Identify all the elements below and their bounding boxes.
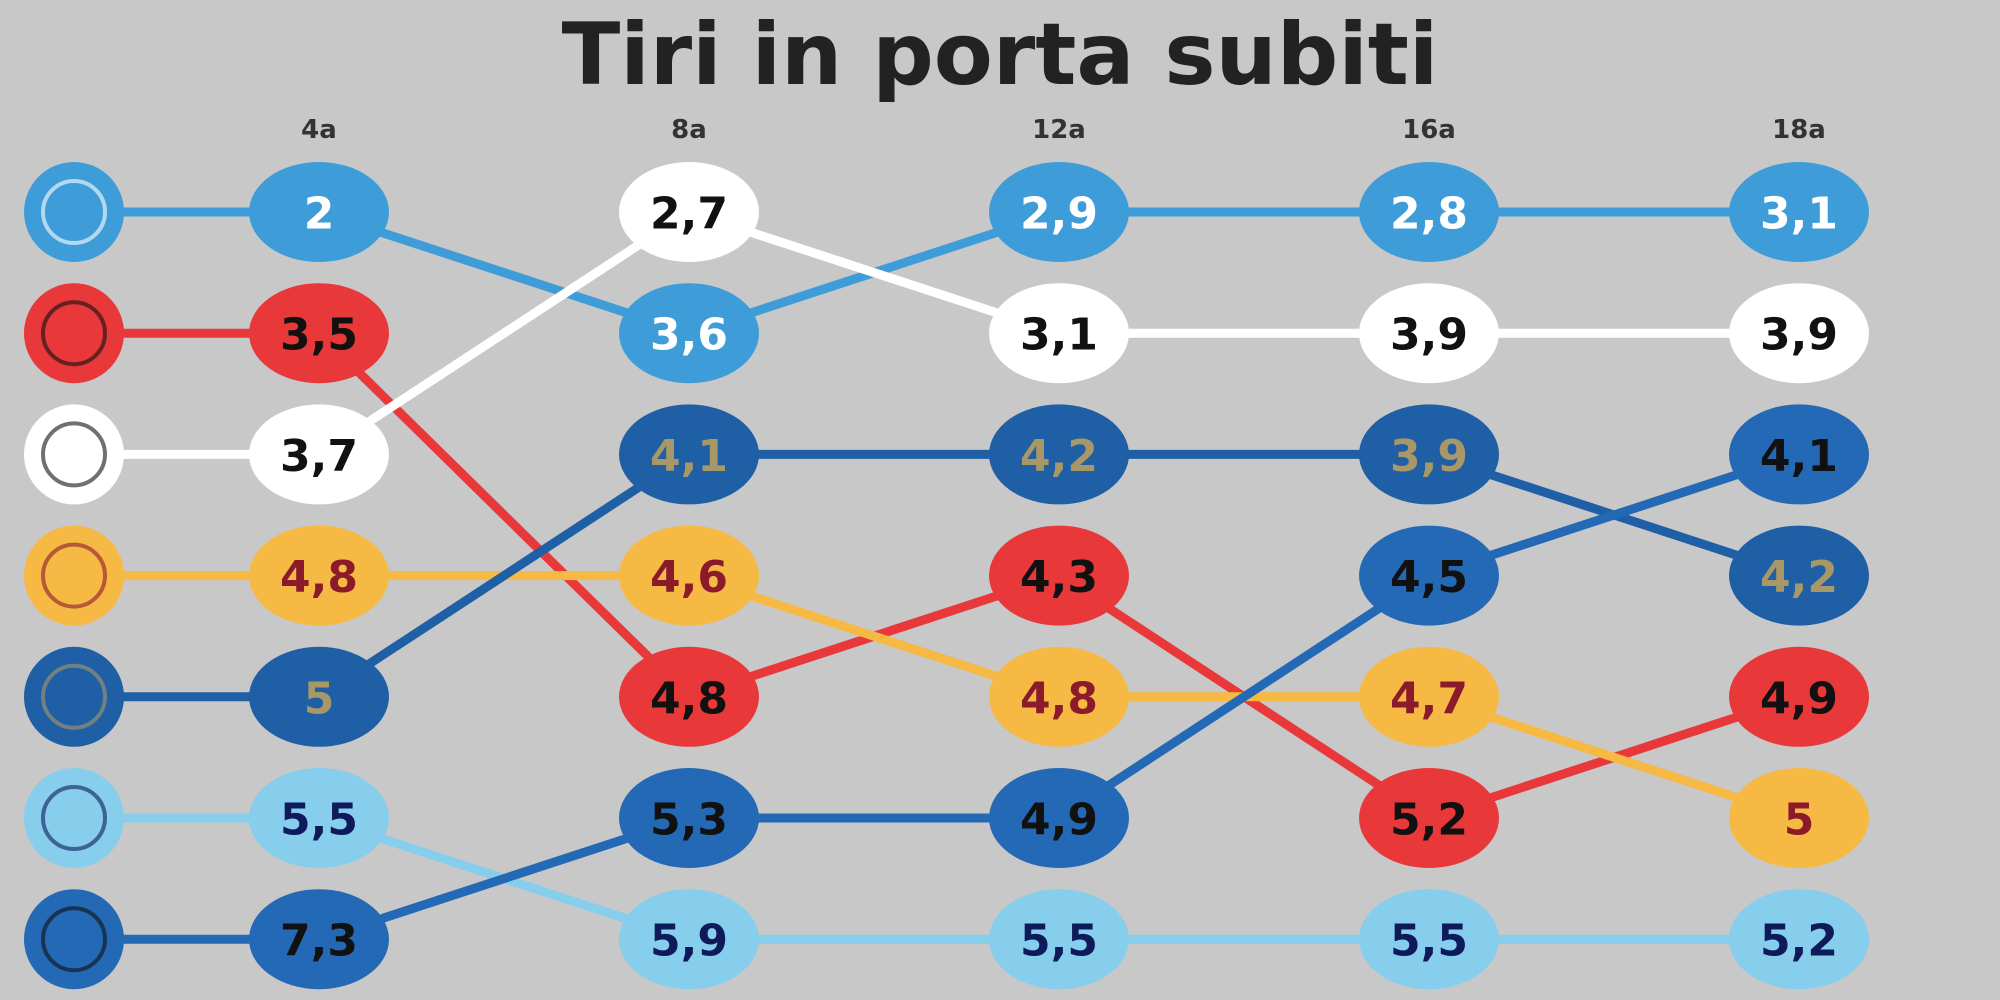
- team-logo-inner: [41, 300, 107, 367]
- value-bubble: [619, 162, 759, 262]
- value-label: 4,6: [650, 552, 728, 603]
- value-label: 5,2: [1390, 795, 1468, 846]
- team-logo-inner: [41, 542, 107, 609]
- team-logo: [24, 162, 124, 262]
- value-bubble: [619, 525, 759, 626]
- value-bubble: [249, 525, 389, 626]
- value-label: 5,3: [650, 795, 728, 846]
- value-bubble: [249, 162, 389, 262]
- value-bubble: [249, 404, 389, 505]
- value-label: 2: [304, 189, 335, 240]
- value-label: 3,5: [280, 310, 358, 361]
- value-label: 3,6: [650, 310, 728, 361]
- value-label: 5,2: [1760, 916, 1838, 967]
- team-logo: [24, 889, 124, 990]
- team-logo: [24, 525, 124, 626]
- value-label: 7,3: [280, 916, 358, 967]
- chart-title: Tiri in porta subiti: [562, 5, 1439, 105]
- value-bubble: [249, 889, 389, 990]
- team-logo: [24, 768, 124, 868]
- value-label: 4,1: [650, 431, 728, 482]
- value-bubble: [989, 889, 1129, 990]
- value-bubble: [1729, 525, 1869, 626]
- value-label: 4,8: [650, 673, 728, 724]
- value-label: 5: [304, 673, 335, 724]
- value-bubble: [249, 768, 389, 868]
- value-label: 5,5: [1020, 916, 1098, 967]
- value-bubble: [1359, 283, 1499, 384]
- value-bubble: [989, 646, 1129, 747]
- value-label: 4,2: [1760, 552, 1838, 603]
- value-label: 3,1: [1760, 189, 1838, 240]
- value-label: 5,5: [280, 795, 358, 846]
- team-logo-inner: [41, 179, 107, 245]
- value-bubble: [619, 646, 759, 747]
- value-bubble: [1359, 889, 1499, 990]
- value-label: 3,1: [1020, 310, 1098, 361]
- value-bubble: [619, 404, 759, 505]
- value-label: 4,9: [1020, 795, 1098, 846]
- value-label: 3,9: [1760, 310, 1838, 361]
- value-label: 5: [1784, 795, 1815, 846]
- value-bubble: [989, 283, 1129, 384]
- value-bubble: [1359, 768, 1499, 868]
- value-label: 5,5: [1390, 916, 1468, 967]
- value-label: 4,3: [1020, 552, 1098, 603]
- value-bubble: [1729, 404, 1869, 505]
- value-label: 2,8: [1390, 189, 1468, 240]
- value-bubble: [1359, 162, 1499, 262]
- value-bubble: [1729, 889, 1869, 990]
- column-header: 12a: [1032, 115, 1086, 145]
- team-logo-inner: [41, 663, 107, 730]
- value-bubble: [1729, 162, 1869, 262]
- value-label: 4,9: [1760, 673, 1838, 724]
- value-bubble: [989, 768, 1129, 868]
- value-bubble: [989, 162, 1129, 262]
- value-bubble: [1729, 646, 1869, 747]
- value-bubble: [989, 404, 1129, 505]
- value-label: 4,8: [280, 552, 358, 603]
- value-label: 4,2: [1020, 431, 1098, 482]
- team-logo-inner: [41, 906, 107, 973]
- value-bubble: [619, 283, 759, 384]
- team-logo-inner: [41, 785, 107, 851]
- value-label: 4,8: [1020, 673, 1098, 724]
- value-label: 4,1: [1760, 431, 1838, 482]
- value-bubble: [619, 768, 759, 868]
- column-header: 8a: [671, 115, 707, 145]
- value-bubble: [1359, 525, 1499, 626]
- value-bubble: [249, 283, 389, 384]
- value-label: 2,9: [1020, 189, 1098, 240]
- team-logo: [24, 283, 124, 384]
- column-header: 16a: [1402, 115, 1456, 145]
- value-bubble: [989, 525, 1129, 626]
- value-label: 4,7: [1390, 673, 1468, 724]
- value-label: 3,9: [1390, 431, 1468, 482]
- value-label: 5,9: [650, 916, 728, 967]
- column-header: 18a: [1772, 115, 1826, 145]
- value-bubble: [1729, 768, 1869, 868]
- value-label: 2,7: [650, 189, 728, 240]
- value-bubble: [1729, 283, 1869, 384]
- value-bubble: [1359, 646, 1499, 747]
- value-label: 3,9: [1390, 310, 1468, 361]
- value-bubble: [619, 889, 759, 990]
- column-header: 4a: [301, 115, 337, 145]
- marks-layer: 2 3,6 2,9 2,8 3,1 3,5 4,8 4,3 5,2 4,9 3,7 2,7 3,1 3,9…: [24, 162, 1869, 990]
- value-label: 4,5: [1390, 552, 1468, 603]
- value-bubble: [1359, 404, 1499, 505]
- team-logo: [24, 404, 124, 505]
- value-bubble: [249, 646, 389, 747]
- team-logo: [24, 646, 124, 747]
- team-logo-inner: [41, 421, 107, 488]
- value-label: 3,7: [280, 431, 358, 482]
